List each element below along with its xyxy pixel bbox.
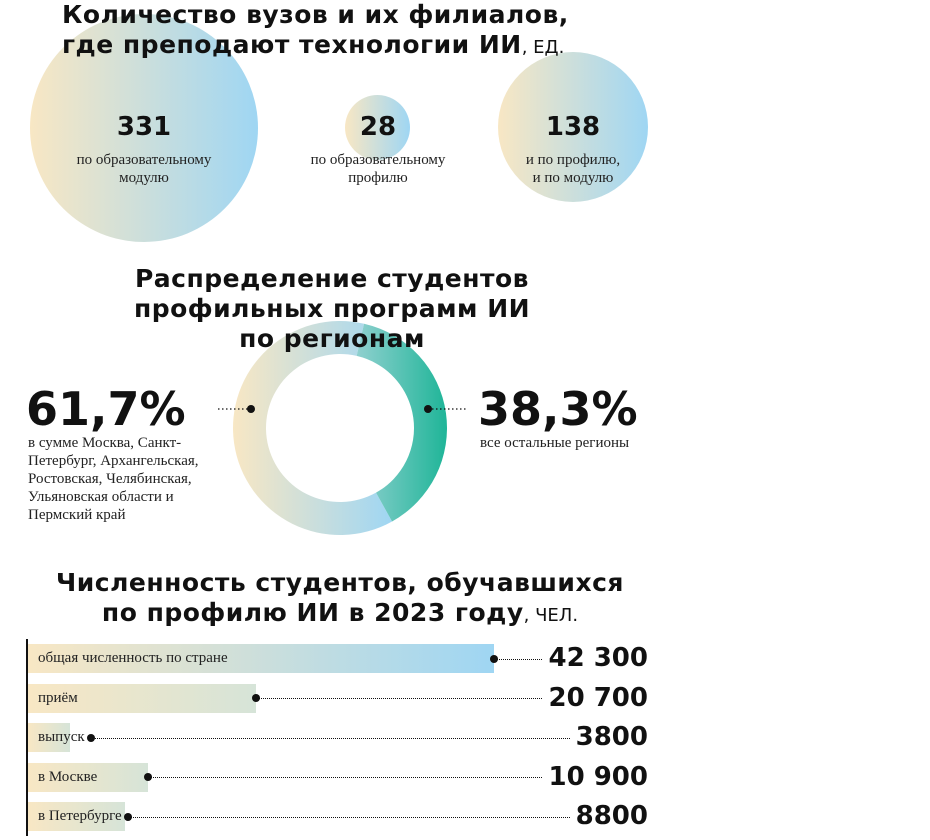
leader-dot-right bbox=[424, 405, 432, 413]
bar-label-0: общая численность по стране bbox=[38, 650, 228, 666]
bubble-28-label: по образовательному профилю bbox=[310, 152, 446, 186]
donut-slice-other-regions bbox=[356, 323, 447, 522]
chart3-title: Численность студентов, обучавшихся по пр… bbox=[30, 568, 650, 631]
bar-label-4: в Петербурге bbox=[38, 808, 122, 824]
bubble-331-value: 331 bbox=[116, 112, 172, 142]
leader-dot-left bbox=[247, 405, 255, 413]
chart1-unit: , ЕД. bbox=[521, 37, 565, 58]
slice-b-label: все остальные регионы bbox=[480, 435, 630, 451]
chart3-unit: , ЧЕЛ. bbox=[523, 605, 579, 626]
chart2-title: Распределение студентов профильных прогр… bbox=[82, 264, 582, 354]
chart1-title-line2: где преподают технологии ИИ bbox=[62, 30, 522, 59]
chart2-title-line3: по регионам bbox=[239, 324, 425, 353]
bar-axis bbox=[26, 639, 28, 836]
bar-value-4: 8800 bbox=[575, 801, 648, 831]
chart1-title-line1: Количество вузов и их филиалов, bbox=[62, 0, 569, 29]
chart2-title-line2: профильных программ ИИ bbox=[133, 294, 531, 323]
bubble-138-value: 138 bbox=[545, 112, 601, 142]
bar-leader-0 bbox=[494, 658, 543, 660]
bubble-331-label: по образовательному модулю bbox=[76, 152, 212, 186]
slice-b-value: 38,3% bbox=[478, 382, 638, 436]
bar-leader-2 bbox=[90, 737, 570, 739]
chart1-title: Количество вузов и их филиалов, где преп… bbox=[62, 0, 569, 63]
bar-1 bbox=[28, 683, 257, 713]
bar-3 bbox=[28, 762, 149, 792]
chart3-title-line2: по профилю ИИ в 2023 году bbox=[101, 598, 524, 627]
bar-leader-4 bbox=[127, 816, 570, 818]
bar-value-3: 10 900 bbox=[548, 761, 648, 792]
bar-0 bbox=[28, 644, 494, 673]
bar-value-1: 20 700 bbox=[548, 682, 648, 713]
bar-value-0: 42 300 bbox=[548, 643, 648, 673]
bar-leader-3 bbox=[148, 777, 543, 778]
chart3-title-line1: Численность студентов, обучавшихся bbox=[56, 568, 624, 597]
bar-value-2: 3800 bbox=[575, 722, 648, 752]
bar-label-2: выпуск bbox=[38, 729, 85, 745]
chart2-title-line1: Распределение студентов bbox=[134, 264, 529, 293]
slice-a-label: в сумме Москва, Санкт-Петербург, Арханге… bbox=[28, 435, 199, 523]
bubble-28 bbox=[345, 95, 410, 160]
bar-label-3: в Москве bbox=[38, 768, 98, 785]
slice-a-value: 61,7% bbox=[26, 382, 186, 436]
donut-slice-moscow-group bbox=[233, 321, 393, 535]
bubble-28-value: 28 bbox=[359, 112, 397, 142]
bar-4 bbox=[28, 802, 125, 831]
bar-leader-1 bbox=[256, 698, 543, 699]
bubble-138-label: и по профилю, и по модулю bbox=[525, 152, 621, 186]
bar-2 bbox=[28, 723, 70, 752]
bubble-138 bbox=[498, 52, 648, 202]
bubble-331 bbox=[30, 14, 258, 242]
bar-label-1: приём bbox=[38, 689, 78, 706]
